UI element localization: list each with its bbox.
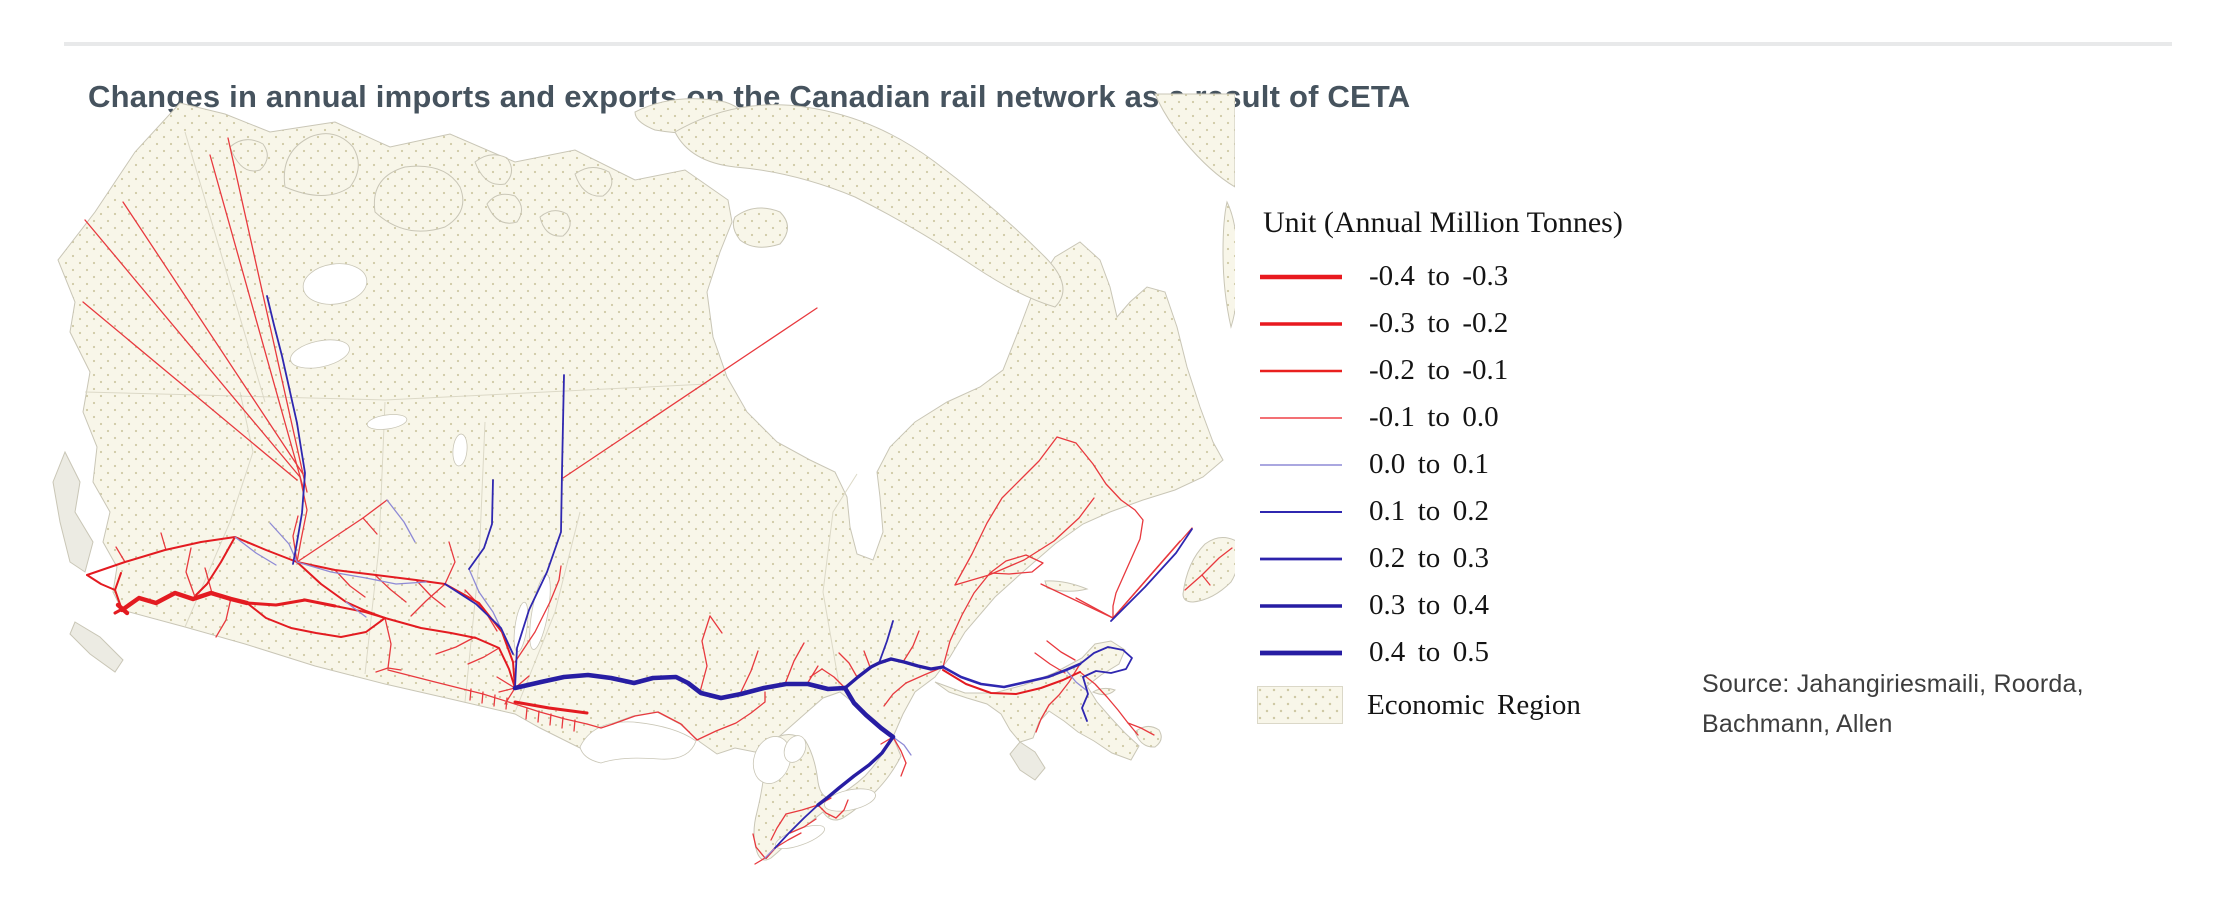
rail-lines-negative xyxy=(82,137,1233,865)
source-attribution: Source: Jahangiriesmaili, Roorda, Bachma… xyxy=(1702,664,2084,744)
legend-item-label: -0.3 to -0.2 xyxy=(1369,307,1509,339)
legend-item: 0.1 to 0.2 xyxy=(1257,488,1687,535)
legend-line-swatch xyxy=(1260,416,1342,419)
canada-rail-map xyxy=(52,93,1235,865)
legend-item-label: -0.1 to 0.0 xyxy=(1369,401,1499,433)
legend-item: 0.4 to 0.5 xyxy=(1257,629,1687,676)
legend-line-swatch xyxy=(1260,463,1342,466)
legend-line-swatch xyxy=(1260,274,1342,279)
legend-item-economic-region: Economic Region xyxy=(1257,684,1687,726)
source-line-2: Bachmann, Allen xyxy=(1702,710,1893,738)
map-legend: Unit (Annual Million Tonnes) -0.4 to -0.… xyxy=(1257,205,1687,726)
legend-item-label: 0.2 to 0.3 xyxy=(1369,542,1489,574)
rail-lines-positive xyxy=(234,295,1193,859)
legend-item: 0.2 to 0.3 xyxy=(1257,535,1687,582)
legend-item-label: -0.2 to -0.1 xyxy=(1369,354,1509,386)
alaska-panhandle xyxy=(52,450,94,573)
source-line-1: Source: Jahangiriesmaili, Roorda, xyxy=(1702,670,2084,698)
legend-item: -0.3 to -0.2 xyxy=(1257,300,1687,347)
legend-line-swatch xyxy=(1260,510,1342,513)
legend-item-label: -0.4 to -0.3 xyxy=(1369,260,1509,292)
legend-item-label: 0.0 to 0.1 xyxy=(1369,448,1489,480)
legend-item-label: Economic Region xyxy=(1367,688,1581,721)
legend-item-label: 0.1 to 0.2 xyxy=(1369,495,1489,527)
legend-line-swatch xyxy=(1260,321,1342,326)
legend-item: -0.2 to -0.1 xyxy=(1257,347,1687,394)
legend-line-swatch xyxy=(1260,650,1342,655)
legend-line-swatch xyxy=(1260,557,1342,560)
legend-title: Unit (Annual Million Tonnes) xyxy=(1263,206,1623,239)
legend-item: -0.4 to -0.3 xyxy=(1257,253,1687,300)
vancouver-island xyxy=(69,621,124,673)
lakes xyxy=(290,263,876,850)
top-divider xyxy=(64,42,2172,46)
maine-land xyxy=(1009,741,1046,781)
legend-item: 0.0 to 0.1 xyxy=(1257,441,1687,488)
legend-line-swatch xyxy=(1260,603,1342,608)
legend-item-label: 0.3 to 0.4 xyxy=(1369,589,1489,621)
legend-item: 0.3 to 0.4 xyxy=(1257,582,1687,629)
legend-item: -0.1 to 0.0 xyxy=(1257,394,1687,441)
region-boundaries xyxy=(84,131,858,713)
legend-item-label: 0.4 to 0.5 xyxy=(1369,636,1489,668)
legend-line-swatch xyxy=(1260,369,1342,372)
economic-region-swatch xyxy=(1257,686,1343,724)
